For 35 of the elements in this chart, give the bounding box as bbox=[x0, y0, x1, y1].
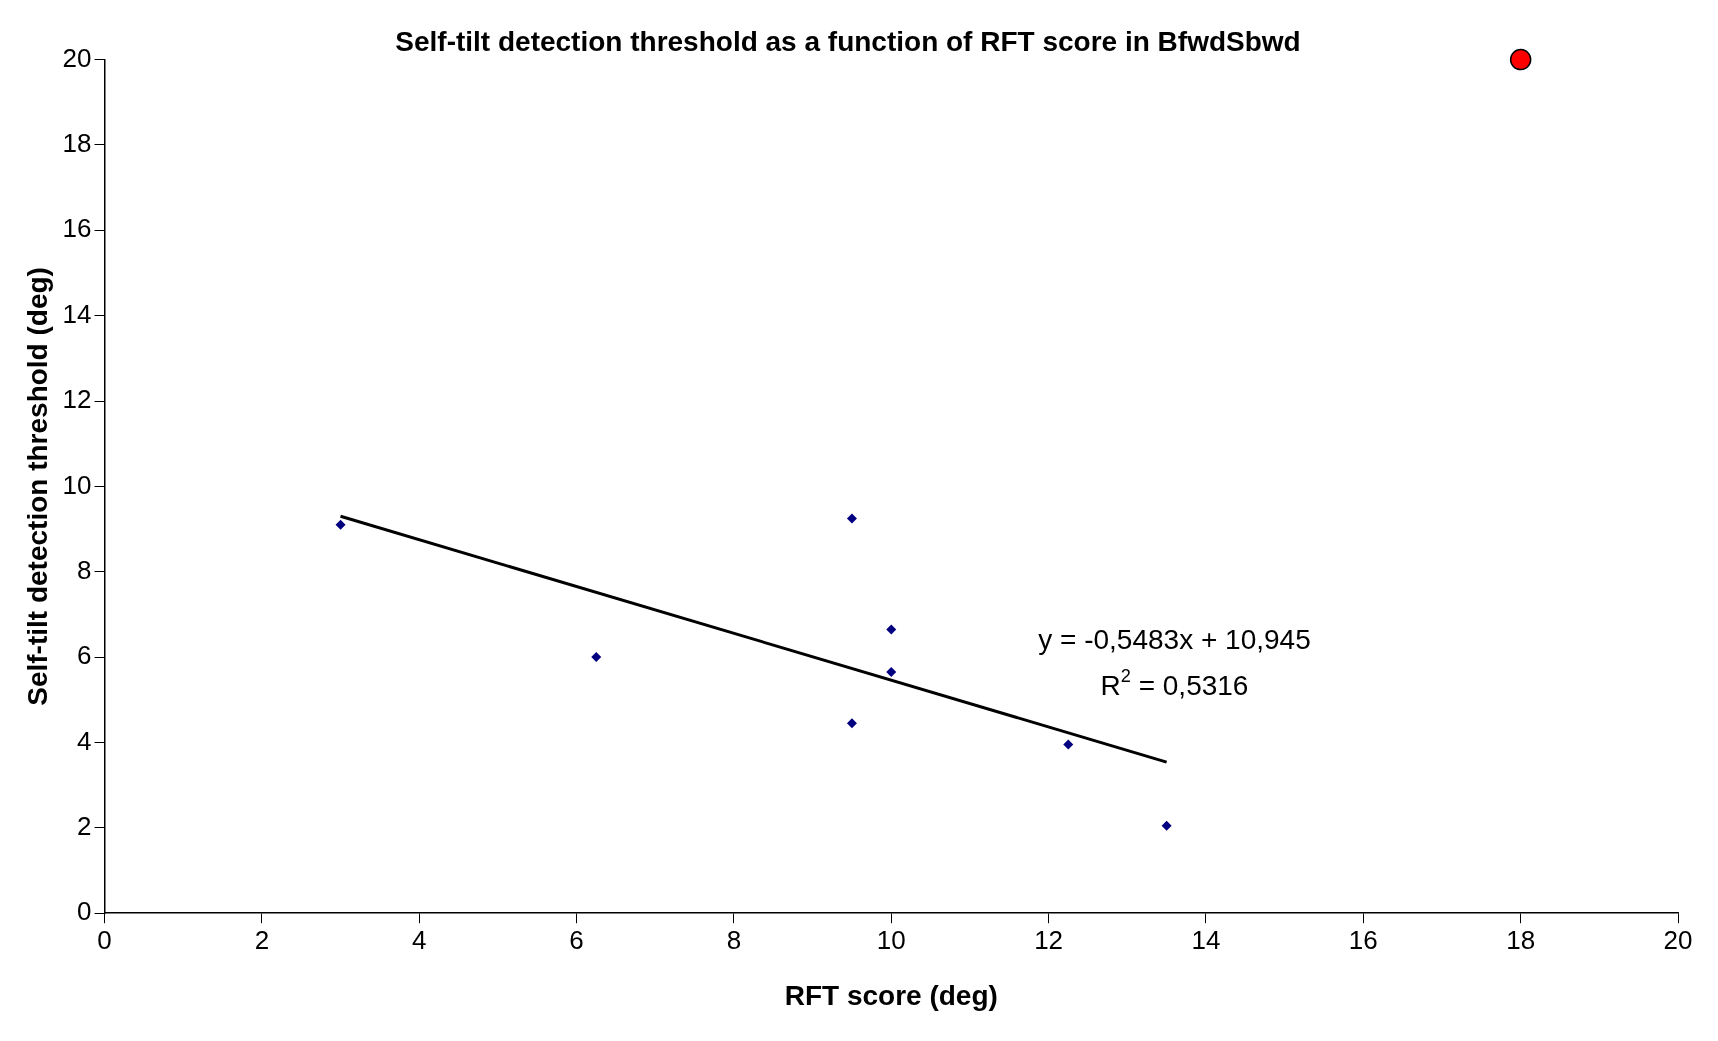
y-tick-label: 2 bbox=[77, 811, 92, 842]
point bbox=[1063, 739, 1074, 750]
point bbox=[1161, 820, 1172, 831]
x-axis-title: RFT score (deg) bbox=[784, 979, 998, 1011]
point bbox=[886, 624, 897, 635]
x-tick-label: 0 bbox=[97, 924, 112, 955]
y-tick-label: 6 bbox=[77, 640, 92, 671]
y-axis-title: Self-tilt detection threshold (deg) bbox=[21, 267, 53, 706]
y-tick-label: 10 bbox=[62, 469, 92, 500]
annotation: y = -0,5483x + 10,945 bbox=[1038, 623, 1311, 655]
x-tick-label: 12 bbox=[1034, 924, 1064, 955]
y-tick-label: 14 bbox=[62, 298, 92, 329]
x-tick-label: 2 bbox=[254, 924, 270, 955]
y-tick-label: 8 bbox=[77, 554, 92, 585]
x-tick-label: 14 bbox=[1191, 924, 1221, 955]
x-tick-label: 20 bbox=[1663, 924, 1693, 955]
point bbox=[846, 513, 857, 524]
x-tick-label: 10 bbox=[876, 924, 906, 955]
x-tick-label: 6 bbox=[569, 924, 584, 955]
y-tick-label: 18 bbox=[62, 128, 92, 159]
x-tick-label: 16 bbox=[1348, 924, 1378, 955]
point bbox=[591, 652, 602, 663]
x-tick-label: 18 bbox=[1506, 924, 1536, 955]
y-tick-label: 0 bbox=[77, 896, 92, 927]
y-tick-label: 12 bbox=[62, 384, 92, 415]
y-tick-label: 4 bbox=[77, 725, 92, 756]
x-tick-label: 8 bbox=[726, 924, 742, 955]
y-tick-label: 20 bbox=[62, 42, 92, 73]
chart-title: Self-tilt detection threshold as a function of RFT score in BfwdSbwd bbox=[395, 25, 1301, 57]
point bbox=[846, 718, 857, 729]
x-tick-label: 4 bbox=[411, 924, 427, 955]
y-tick-label: 16 bbox=[62, 213, 92, 244]
point bbox=[886, 667, 897, 678]
point bbox=[335, 519, 346, 530]
point bbox=[1509, 48, 1532, 71]
